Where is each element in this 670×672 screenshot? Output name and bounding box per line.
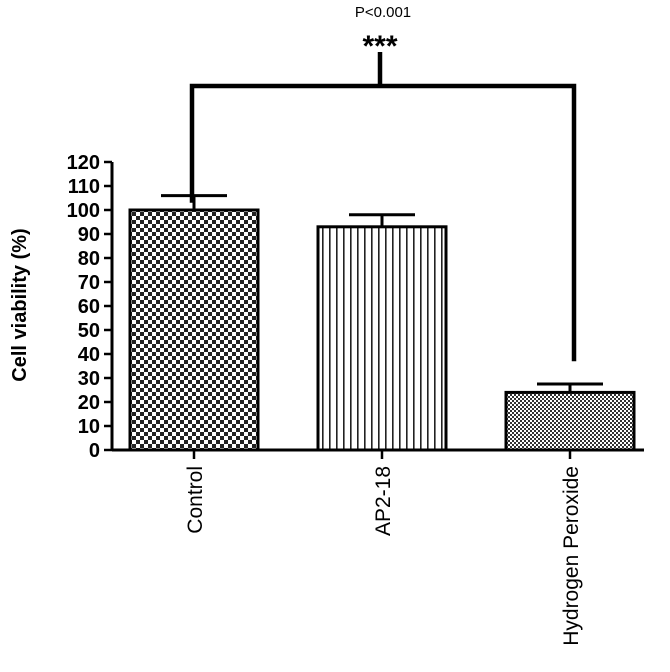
significance-stars: ***: [362, 30, 397, 63]
y-tick-label: 30: [78, 368, 100, 390]
x-axis-labels: Control AP2-18 Hydrogen Peroxide: [184, 466, 583, 646]
bar-2: [504, 390, 636, 452]
bar-0: [128, 208, 260, 452]
y-tick-label: 10: [78, 416, 100, 438]
y-tick-label: 60: [78, 296, 100, 318]
y-axis-label: Cell viability (%): [9, 228, 31, 381]
x-tick-label: Hydrogen Peroxide: [560, 466, 583, 646]
x-tick-label: AP2-18: [372, 466, 395, 536]
significance-annotation: *** P<0.001: [189, 4, 577, 362]
y-tick-label: 80: [78, 248, 100, 270]
y-tick-label: 0: [89, 440, 100, 462]
bars: [112, 194, 644, 459]
y-tick-label: 70: [78, 272, 100, 294]
y-tick-label: 120: [67, 152, 100, 174]
x-tick-label: Control: [184, 466, 207, 534]
y-tick-label: 40: [78, 344, 100, 366]
y-tick-label: 20: [78, 392, 100, 414]
y-tick-label: 110: [68, 176, 100, 198]
y-tick-label: 50: [78, 320, 100, 342]
bar-1: [316, 225, 448, 452]
p-value-label: P<0.001: [355, 4, 411, 21]
y-tick-label: 90: [78, 224, 100, 246]
significance-bracket: [189, 83, 577, 362]
y-tick-label: 100: [67, 200, 100, 222]
